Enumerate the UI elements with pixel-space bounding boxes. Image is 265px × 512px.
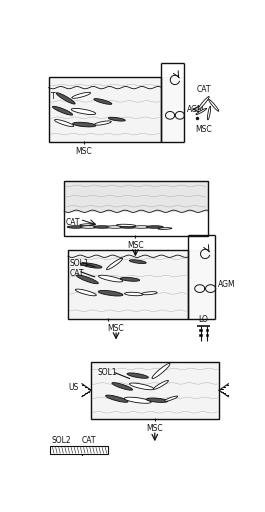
Ellipse shape [95, 121, 111, 125]
Text: US: US [68, 383, 78, 392]
Bar [50, 446, 108, 454]
Bar [206, 329, 208, 331]
Text: LO: LO [199, 315, 209, 324]
Bar [206, 334, 208, 336]
Ellipse shape [133, 226, 150, 228]
Ellipse shape [67, 226, 84, 228]
Bar [48, 77, 161, 142]
Text: T: T [51, 92, 56, 101]
Ellipse shape [116, 224, 136, 227]
Ellipse shape [107, 258, 122, 270]
Ellipse shape [120, 226, 137, 228]
Ellipse shape [130, 383, 154, 390]
Text: SOL2: SOL2 [52, 436, 71, 445]
Ellipse shape [127, 373, 148, 378]
Bar [199, 329, 202, 331]
Ellipse shape [94, 99, 112, 104]
Ellipse shape [152, 364, 170, 378]
Ellipse shape [80, 226, 98, 228]
Ellipse shape [80, 224, 95, 226]
Ellipse shape [120, 278, 140, 281]
Text: AGM: AGM [187, 104, 204, 114]
Ellipse shape [196, 109, 207, 115]
Text: SOL1: SOL1 [98, 368, 117, 377]
Ellipse shape [154, 380, 169, 389]
Text: MSC: MSC [127, 241, 144, 250]
Text: CAT: CAT [66, 218, 80, 227]
Ellipse shape [56, 93, 75, 104]
Ellipse shape [146, 398, 168, 402]
Ellipse shape [165, 396, 178, 401]
Ellipse shape [81, 263, 102, 268]
Ellipse shape [105, 395, 128, 402]
Ellipse shape [76, 275, 98, 284]
Text: CAT: CAT [196, 85, 211, 94]
Bar [91, 362, 219, 419]
Ellipse shape [209, 99, 219, 111]
Ellipse shape [99, 275, 123, 282]
Ellipse shape [207, 106, 211, 120]
Ellipse shape [108, 117, 125, 121]
Ellipse shape [75, 289, 96, 296]
Ellipse shape [158, 228, 172, 229]
Ellipse shape [73, 122, 96, 127]
Text: MSC: MSC [75, 147, 92, 156]
Ellipse shape [55, 119, 74, 126]
Ellipse shape [125, 292, 143, 296]
Text: MSC: MSC [108, 324, 124, 333]
Text: SOL1: SOL1 [69, 260, 89, 268]
Ellipse shape [71, 109, 96, 115]
Ellipse shape [146, 226, 163, 228]
Bar [68, 250, 188, 319]
Text: MSC: MSC [147, 424, 163, 433]
Bar [64, 181, 207, 236]
Text: MSC: MSC [195, 124, 212, 134]
Bar [199, 334, 202, 336]
Ellipse shape [107, 226, 124, 228]
Ellipse shape [98, 290, 123, 296]
Ellipse shape [72, 92, 91, 98]
Ellipse shape [94, 226, 111, 228]
Ellipse shape [124, 397, 151, 403]
Ellipse shape [112, 382, 132, 390]
Ellipse shape [52, 106, 73, 115]
Ellipse shape [198, 96, 209, 110]
Text: AGM: AGM [218, 280, 235, 289]
Ellipse shape [129, 260, 146, 264]
Text: CAT: CAT [69, 269, 84, 278]
Text: CAT: CAT [81, 436, 96, 445]
Ellipse shape [142, 292, 157, 295]
